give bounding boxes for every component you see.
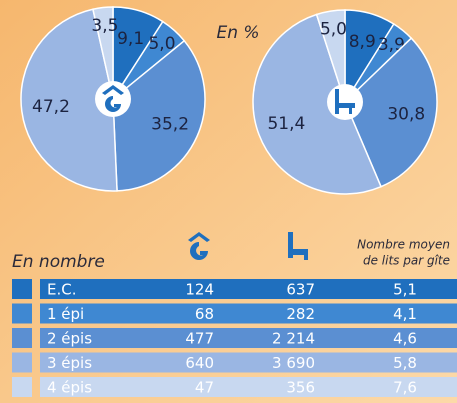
table-cell: E.C. — [47, 281, 77, 299]
caption: En % — [216, 23, 259, 43]
pie-slice — [315, 9, 346, 103]
slice-label: 5,0 — [148, 34, 175, 54]
center-badge — [327, 84, 363, 120]
table-cell: 4,6 — [393, 330, 417, 348]
chambre-icon — [335, 89, 355, 114]
slice-label: 30,8 — [387, 104, 425, 124]
table-cell: 637 — [286, 281, 315, 299]
pie-slice — [92, 6, 114, 100]
table-note: de lits par gîte — [363, 254, 450, 268]
row-swatch — [12, 279, 32, 299]
table-label: En nombre — [12, 252, 105, 272]
table-cell: 4,1 — [393, 305, 417, 323]
table-cell: 7,6 — [393, 379, 417, 397]
row-swatch — [12, 328, 32, 348]
table-cell: 2 épis — [47, 330, 92, 348]
chambre-icon — [288, 232, 308, 260]
table-note: Nombre moyen — [357, 238, 450, 252]
table-cell: 5,1 — [393, 281, 417, 299]
table-cell: 3 épis — [47, 354, 92, 372]
slice-label: 3,5 — [91, 16, 118, 36]
slice-label: 47,2 — [32, 97, 70, 117]
table-cell: 5,8 — [393, 354, 417, 372]
table-cell: 282 — [286, 305, 315, 323]
table-cell: 124 — [185, 281, 214, 299]
row-bar — [40, 328, 457, 348]
table-cell: 356 — [286, 379, 315, 397]
row-bar — [40, 303, 457, 324]
slice-label: 5,0 — [320, 19, 347, 39]
table-cell: 47 — [195, 379, 214, 397]
table-cell: 68 — [195, 305, 214, 323]
table-cell: 3 690 — [272, 354, 315, 372]
slice-label: 35,2 — [151, 115, 189, 135]
row-swatch — [12, 303, 32, 324]
slice-label: 51,4 — [267, 114, 305, 134]
row-swatch — [12, 352, 32, 373]
pie-slice — [344, 37, 438, 188]
table-cell: 4 épis — [47, 379, 92, 397]
row-swatch — [12, 377, 32, 397]
table-cell: 640 — [185, 354, 214, 372]
slice-label: 8,9 — [349, 32, 376, 52]
table-cell: 477 — [185, 330, 214, 348]
pie-slice — [112, 39, 206, 192]
pie-slice — [20, 8, 118, 192]
row-bar — [40, 377, 457, 397]
slice-label: 9,1 — [117, 29, 144, 49]
gite-icon — [188, 232, 210, 260]
table-cell: 1 épi — [47, 305, 84, 323]
table-cell: 2 214 — [272, 330, 315, 348]
gite-icon — [102, 85, 124, 112]
row-bar — [40, 279, 457, 299]
pie-slice — [252, 13, 382, 195]
row-bar — [40, 352, 457, 373]
